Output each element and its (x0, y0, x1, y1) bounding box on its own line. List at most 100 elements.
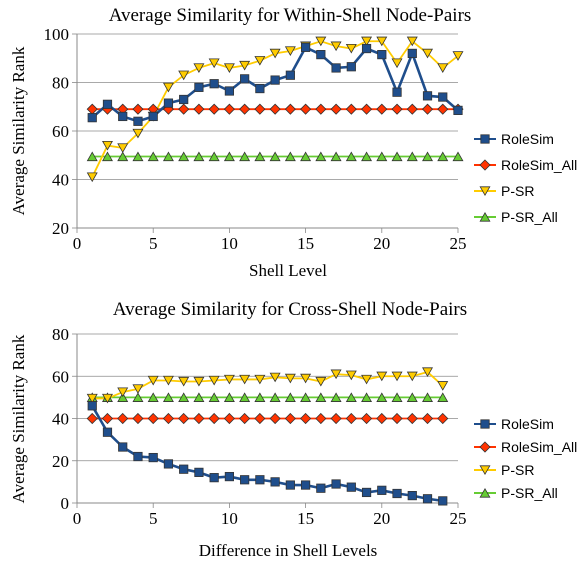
legend-label: RoleSim_All (501, 439, 577, 455)
data-point-RoleSim_All (269, 103, 281, 115)
data-point-P-SR_All (269, 151, 281, 162)
data-point-P-SR_All (315, 151, 327, 162)
y-tick-label: 20 (52, 452, 69, 471)
data-point-P-SR (361, 36, 373, 47)
data-point-P-SR (422, 367, 434, 378)
data-point-P-SR (269, 48, 281, 59)
data-point-P-SR (406, 36, 418, 47)
data-point-RoleSim (316, 483, 326, 493)
data-point-P-SR (208, 58, 220, 69)
data-point-RoleSim (346, 62, 356, 72)
data-point-P-SR_All (330, 392, 342, 402)
data-point-P-SR (223, 63, 235, 73)
series-line-RoleSim (91, 405, 443, 503)
data-point-RoleSim (407, 491, 417, 501)
x-tick-label: 25 (450, 509, 467, 528)
data-point-RoleSim (270, 75, 280, 85)
data-point-RoleSim (209, 473, 219, 483)
data-point-RoleSim (438, 496, 448, 506)
data-point-P-SR (101, 140, 113, 151)
x-tick-label: 20 (373, 234, 390, 253)
data-point-RoleSim (194, 82, 204, 92)
data-point-P-SR (193, 63, 205, 73)
data-point-RoleSim (194, 467, 204, 477)
data-point-RoleSim_All (162, 412, 175, 425)
data-point-P-SR_All (376, 392, 388, 402)
data-point-P-SR_All (361, 151, 373, 162)
data-point-RoleSim_All (391, 412, 403, 425)
data-point-P-SR_All (391, 392, 403, 402)
data-point-RoleSim (392, 488, 402, 499)
data-point-P-SR_All (239, 392, 251, 402)
data-point-RoleSim (224, 471, 234, 482)
chart-title: Average Similarity for Cross-Shell Node-… (113, 299, 467, 320)
data-point-P-SR_All (345, 392, 357, 402)
data-point-P-SR_All (117, 392, 129, 402)
x-tick-label: 15 (297, 234, 314, 253)
data-point-RoleSim (209, 79, 219, 89)
data-point-P-SR_All (345, 151, 357, 162)
data-point-RoleSim (224, 86, 234, 96)
data-point-P-SR (178, 376, 190, 387)
data-point-RoleSim (133, 116, 143, 126)
y-tick-label: 60 (52, 367, 69, 386)
data-point-P-SR_All (284, 151, 296, 162)
y-tick-label: 40 (52, 171, 69, 190)
data-point-P-SR_All (239, 151, 251, 162)
data-point-P-SR (391, 58, 403, 69)
data-point-RoleSim (87, 401, 97, 411)
data-point-RoleSim_All (315, 412, 327, 425)
data-point-P-SR (223, 374, 235, 385)
x-tick-label: 5 (149, 509, 158, 528)
data-point-RoleSim (255, 475, 265, 485)
data-point-RoleSim_All (300, 412, 312, 425)
data-point-RoleSim_All (193, 412, 205, 425)
data-point-P-SR_All (300, 151, 312, 162)
data-point-P-SR (254, 374, 266, 385)
data-point-RoleSim_All (437, 412, 449, 425)
data-point-RoleSim_All (376, 103, 388, 115)
data-point-P-SR_All (437, 392, 449, 402)
x-tick-label: 10 (221, 509, 238, 528)
data-point-RoleSim_All (406, 103, 418, 115)
data-point-RoleSim (407, 48, 417, 59)
data-point-RoleSim_All (101, 412, 114, 425)
data-point-RoleSim_All (437, 103, 449, 115)
data-point-RoleSim_All (330, 412, 342, 425)
data-point-RoleSim (87, 113, 97, 123)
data-point-P-SR_All (422, 151, 434, 162)
data-point-RoleSim_All (284, 103, 296, 115)
data-point-RoleSim_All (300, 103, 312, 115)
data-point-RoleSim_All (284, 412, 296, 425)
data-point-P-SR_All (254, 392, 266, 402)
data-point-RoleSim (392, 87, 402, 97)
data-point-P-SR_All (147, 392, 159, 402)
legend-label: RoleSim (501, 416, 554, 432)
data-point-RoleSim_All (86, 103, 98, 115)
x-tick-label: 20 (373, 509, 390, 528)
data-point-P-SR (132, 128, 144, 139)
data-point-RoleSim_All (254, 103, 266, 115)
data-point-RoleSim (118, 111, 128, 122)
data-point-P-SR_All (178, 392, 190, 402)
data-point-RoleSim (361, 43, 372, 54)
data-point-RoleSim (316, 50, 326, 60)
data-point-P-SR (315, 376, 327, 387)
y-tick-label: 80 (52, 325, 69, 344)
chart-title: Average Similarity for Within-Shell Node… (109, 5, 472, 26)
data-point-P-SR (117, 387, 129, 398)
data-point-P-SR (330, 369, 342, 380)
data-point-RoleSim (102, 99, 113, 109)
data-point-P-SR_All (162, 151, 174, 162)
data-point-P-SR (345, 370, 357, 381)
data-point-P-SR (406, 371, 418, 382)
legend-label: P-SR (501, 462, 534, 478)
data-point-RoleSim_All (132, 412, 144, 425)
data-point-RoleSim_All (360, 103, 373, 115)
data-point-RoleSim (422, 91, 433, 101)
data-point-RoleSim_All (360, 412, 373, 425)
data-point-RoleSim (148, 452, 158, 463)
data-point-P-SR (254, 56, 266, 66)
data-point-RoleSim_All (178, 103, 190, 115)
data-point-RoleSim (453, 105, 463, 115)
